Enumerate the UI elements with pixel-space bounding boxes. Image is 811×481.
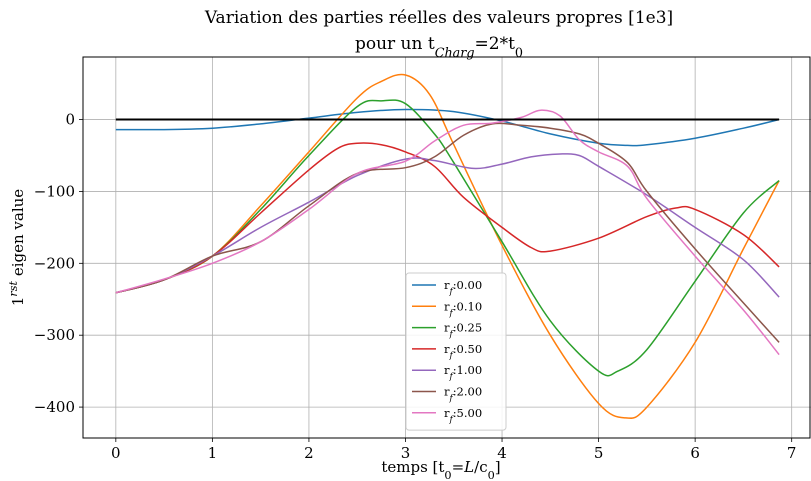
x-tick-label: 0 [111, 444, 121, 462]
y-tick-label: −400 [34, 398, 75, 416]
x-tick-label: 4 [497, 444, 507, 462]
plot-frame [82, 56, 811, 439]
x-axis-label: temps [t0=L/c0] [381, 458, 500, 481]
chart-title: Variation des parties réelles des valeur… [204, 8, 673, 61]
x-tick-label: 6 [690, 444, 700, 462]
x-tick-label: 1 [208, 444, 218, 462]
y-tick-label: −200 [34, 254, 75, 272]
y-axis-label-text: 1rst eigen value [7, 189, 28, 306]
axis-ticks: 0 1 2 3 4 5 6 7 0 −100 −200 −300 −400 [34, 111, 797, 462]
legend: rf:0.00 rf:0.10 rf:0.25 rf:0.50 rf:1.00 rf:2.… [405, 272, 507, 431]
series-line-2 [115, 99, 780, 377]
series-lines [115, 73, 780, 419]
legend-label-2: rf:0.25 [444, 321, 482, 340]
legend-label-1: rf:0.10 [444, 299, 482, 318]
legend-label-4: rf:1.00 [444, 363, 482, 382]
legend-label-3: rf:0.50 [444, 342, 482, 361]
series-line-1 [115, 73, 780, 419]
y-axis-label: 1rst eigen value [7, 189, 28, 306]
legend-label-0: rf:0.00 [444, 278, 482, 297]
chart-title-line-1: Variation des parties réelles des valeur… [204, 8, 673, 28]
x-axis-label-text: temps [t0=L/c0] [381, 458, 500, 481]
y-tick-label: 0 [65, 111, 75, 129]
legend-label-5: rf:2.00 [444, 385, 482, 404]
y-tick-label: −300 [34, 326, 75, 344]
x-tick-label: 7 [787, 444, 797, 462]
series-line-0 [115, 108, 780, 147]
x-tick-label: 5 [594, 444, 604, 462]
x-tick-label: 3 [401, 444, 411, 462]
legend-label-6: rf:5.00 [444, 406, 482, 425]
series-line-3 [115, 142, 780, 294]
y-tick-label: −100 [34, 182, 75, 200]
x-tick-label: 2 [304, 444, 314, 462]
